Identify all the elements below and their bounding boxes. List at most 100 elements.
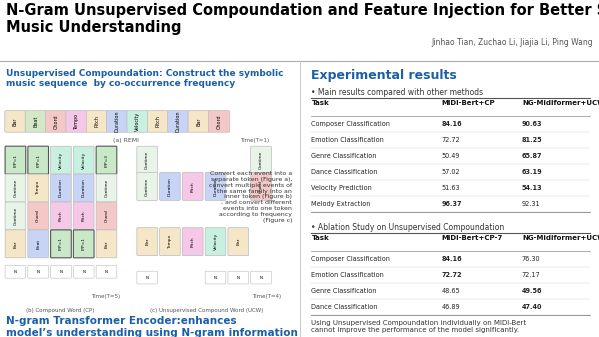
FancyBboxPatch shape <box>28 202 49 230</box>
Text: Jinhao Tian, Zuchao Li, Jiajia Li, Ping Wang: Jinhao Tian, Zuchao Li, Jiajia Li, Ping … <box>431 38 593 47</box>
Text: F/P=1: F/P=1 <box>81 237 86 250</box>
Text: Pitch: Pitch <box>190 236 195 247</box>
FancyBboxPatch shape <box>73 266 94 278</box>
FancyBboxPatch shape <box>127 111 149 132</box>
Text: MIDI-Bert+CP-7: MIDI-Bert+CP-7 <box>442 235 503 241</box>
FancyBboxPatch shape <box>5 174 26 202</box>
Text: Tempo: Tempo <box>36 181 40 195</box>
Text: Bar: Bar <box>145 238 149 245</box>
Text: 57.02: 57.02 <box>442 169 461 175</box>
Text: F/P=3: F/P=3 <box>104 154 108 166</box>
Text: Duration: Duration <box>213 177 217 196</box>
Text: F/P=1: F/P=1 <box>13 154 17 166</box>
Text: N: N <box>259 276 262 280</box>
Text: Bar: Bar <box>13 240 17 248</box>
FancyBboxPatch shape <box>147 111 169 132</box>
Text: Contime: Contime <box>145 177 149 195</box>
Text: N: N <box>82 270 85 274</box>
Text: Time(T=5): Time(T=5) <box>90 294 120 299</box>
FancyBboxPatch shape <box>5 266 26 278</box>
FancyBboxPatch shape <box>182 173 203 201</box>
Text: (b) Compound Word (CP): (b) Compound Word (CP) <box>26 308 94 313</box>
Text: Experimental results: Experimental results <box>311 69 457 82</box>
FancyBboxPatch shape <box>73 230 94 258</box>
Text: Using Unsupervised Compoundation individually on MIDI-Bert
cannot improve the pe: Using Unsupervised Compoundation individ… <box>311 320 527 333</box>
FancyBboxPatch shape <box>228 271 249 284</box>
FancyBboxPatch shape <box>182 228 203 256</box>
Text: Tempo: Tempo <box>168 235 172 249</box>
FancyBboxPatch shape <box>208 111 230 132</box>
FancyBboxPatch shape <box>50 230 71 258</box>
Text: Duration: Duration <box>168 177 172 196</box>
FancyBboxPatch shape <box>96 230 117 258</box>
Text: Chord: Chord <box>104 210 108 222</box>
FancyBboxPatch shape <box>73 202 94 230</box>
FancyBboxPatch shape <box>5 230 26 258</box>
Text: Velocity Prediction: Velocity Prediction <box>311 185 372 191</box>
Text: (c) Unsupervised Compound Word (UCW): (c) Unsupervised Compound Word (UCW) <box>150 308 264 313</box>
Text: Task: Task <box>311 100 329 106</box>
Text: Unsupervised Compoundation: Construct the symbolic
music sequence  by co-occurre: Unsupervised Compoundation: Construct th… <box>6 69 283 88</box>
Text: Bar: Bar <box>13 117 18 126</box>
Text: N: N <box>146 276 149 280</box>
Text: N: N <box>37 270 40 274</box>
Text: 65.87: 65.87 <box>522 153 543 159</box>
Text: Duration: Duration <box>81 179 86 197</box>
Text: Velocity: Velocity <box>135 112 140 131</box>
Text: Pitch: Pitch <box>190 181 195 192</box>
Text: 76.30: 76.30 <box>522 256 540 262</box>
Text: Pitch: Pitch <box>95 116 99 127</box>
Text: 54.13: 54.13 <box>522 185 543 191</box>
Text: N: N <box>237 276 240 280</box>
Text: Contime: Contime <box>13 207 17 225</box>
Text: 72.72: 72.72 <box>442 272 462 278</box>
Text: 47.40: 47.40 <box>522 304 543 310</box>
FancyBboxPatch shape <box>5 111 26 132</box>
Text: N: N <box>105 270 108 274</box>
Text: Pitch: Pitch <box>59 211 63 221</box>
Text: Genre Classification: Genre Classification <box>311 153 377 159</box>
Text: Contime: Contime <box>13 179 17 197</box>
FancyBboxPatch shape <box>228 228 249 256</box>
Text: Velocity: Velocity <box>81 152 86 169</box>
Text: N-Gram Unsupervised Compoundation and Feature Injection for Better Symbolic
Musi: N-Gram Unsupervised Compoundation and Fe… <box>6 3 599 35</box>
Text: 72.17: 72.17 <box>522 272 540 278</box>
Text: Task: Task <box>311 235 329 241</box>
FancyBboxPatch shape <box>188 111 210 132</box>
FancyBboxPatch shape <box>73 146 94 174</box>
Text: Duration: Duration <box>115 111 120 132</box>
FancyBboxPatch shape <box>137 228 158 256</box>
FancyBboxPatch shape <box>251 271 271 284</box>
Text: NG-Midiformer+UCW-7: NG-Midiformer+UCW-7 <box>522 235 599 241</box>
Text: • Ablation Study on Unsupervised Compoundation: • Ablation Study on Unsupervised Compoun… <box>311 223 504 232</box>
FancyBboxPatch shape <box>159 173 180 201</box>
FancyBboxPatch shape <box>50 266 71 278</box>
Text: N: N <box>214 276 217 280</box>
Text: Duration: Duration <box>176 111 181 132</box>
Text: Beat: Beat <box>36 239 40 249</box>
Text: Velocity: Velocity <box>213 233 217 250</box>
Text: Contime: Contime <box>104 179 108 197</box>
Text: Velocity: Velocity <box>59 152 63 169</box>
Text: Contime: Contime <box>145 151 149 169</box>
Text: 51.63: 51.63 <box>442 185 461 191</box>
Text: 48.65: 48.65 <box>442 288 461 294</box>
Text: Emotion Classification: Emotion Classification <box>311 137 384 143</box>
Text: 84.16: 84.16 <box>442 121 462 127</box>
Text: 63.19: 63.19 <box>522 169 543 175</box>
FancyBboxPatch shape <box>25 111 47 132</box>
FancyBboxPatch shape <box>66 111 87 132</box>
Text: Chord: Chord <box>259 180 263 193</box>
Text: Chord: Chord <box>36 210 40 222</box>
Text: Bar: Bar <box>236 238 240 245</box>
Text: N-gram Transformer Encoder:enhances
model’s understanding using N-gram informati: N-gram Transformer Encoder:enhances mode… <box>6 316 298 337</box>
FancyBboxPatch shape <box>137 146 158 174</box>
Text: 92.31: 92.31 <box>522 201 540 207</box>
Text: 96.37: 96.37 <box>442 201 462 207</box>
Text: Melody Extraction: Melody Extraction <box>311 201 371 207</box>
FancyBboxPatch shape <box>5 202 26 230</box>
FancyBboxPatch shape <box>205 173 226 201</box>
Text: • Main results compared with other methods: • Main results compared with other metho… <box>311 88 483 97</box>
FancyBboxPatch shape <box>205 228 226 256</box>
FancyBboxPatch shape <box>28 146 49 174</box>
